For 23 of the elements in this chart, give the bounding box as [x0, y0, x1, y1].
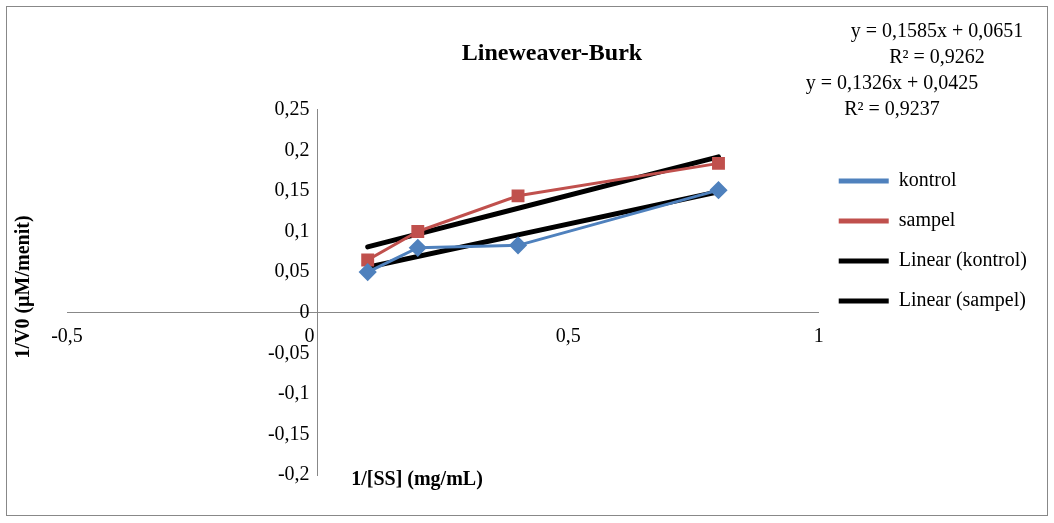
y-tick-label: 0,1 — [284, 218, 310, 241]
y-tick-label: -0,2 — [277, 462, 310, 485]
y-tick-label: 0,25 — [274, 97, 310, 120]
chart-title: Lineweaver-Burk — [461, 38, 643, 65]
x-tick-label: -0,5 — [51, 323, 83, 346]
x-axis-title: 1/[SS] (mg/mL) — [351, 467, 483, 490]
text: R² = 0,9237 — [844, 97, 940, 119]
y-tick-label: 0 — [299, 299, 310, 322]
legend-label: Linear (kontrol) — [898, 248, 1027, 272]
y-tick-label: 0,15 — [274, 178, 310, 201]
y-tick-label: -0,1 — [277, 381, 310, 404]
x-tick-label: 0,5 — [555, 323, 581, 346]
y-tick-label: -0,15 — [267, 421, 310, 444]
y-axis-title: 1/V0 (µM/menit) — [11, 215, 34, 359]
legend-label: Linear (sampel) — [898, 288, 1026, 312]
text: y = 0,1585x + 0,0651 — [850, 19, 1024, 42]
text: y = 0,1326x + 0,0425 — [805, 71, 979, 94]
legend-label: kontrol — [898, 168, 957, 191]
y-tick-label: 0,2 — [284, 137, 310, 160]
x-tick-label: 1 — [813, 323, 824, 346]
text: R² = 0,9262 — [889, 45, 985, 67]
y-tick-label: 0,05 — [274, 259, 310, 282]
legend-label: sampel — [898, 208, 956, 232]
